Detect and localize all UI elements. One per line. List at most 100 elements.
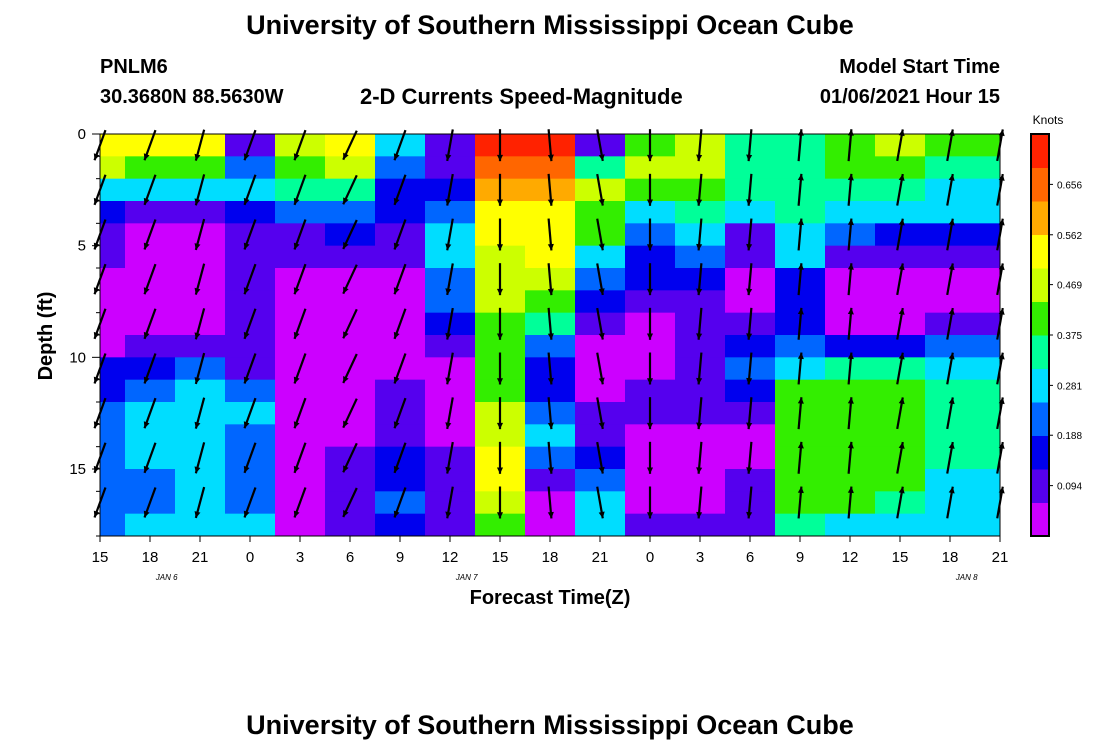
arrow-head <box>598 511 605 519</box>
arrow-head <box>696 377 703 385</box>
heatmap-cell <box>100 223 126 247</box>
current-arrow <box>243 219 257 250</box>
current-arrow <box>243 442 257 474</box>
current-arrow <box>596 173 605 206</box>
arrow-head <box>746 199 753 206</box>
heatmap-cell <box>425 424 476 448</box>
arrow-head <box>496 422 504 430</box>
current-arrow <box>797 352 804 385</box>
current-arrow <box>596 486 605 519</box>
current-arrow <box>646 486 654 519</box>
x-tick-label: 3 <box>296 549 304 566</box>
current-arrow <box>393 129 407 161</box>
colorbar-segment <box>1031 428 1049 436</box>
heatmap-cell <box>375 379 426 403</box>
heatmap-cell <box>925 156 976 180</box>
current-arrow <box>194 486 206 519</box>
heatmap-cell <box>325 513 376 537</box>
arrow-head <box>194 243 201 250</box>
heatmap-cell <box>525 379 576 403</box>
arrow-head <box>646 512 654 519</box>
arrow-head <box>948 308 955 315</box>
colorbar-segment <box>1031 167 1049 175</box>
colorbar-segment <box>1031 522 1049 530</box>
colorbar-segment <box>1031 281 1049 289</box>
heatmap-cell <box>825 245 876 269</box>
arrow-head <box>343 420 349 428</box>
arrow-head <box>746 377 753 385</box>
arrow-head <box>847 307 854 315</box>
heatmap-cell <box>100 290 126 314</box>
current-arrow <box>293 442 307 474</box>
heatmap-cell <box>775 379 826 403</box>
heatmap-cell <box>325 245 376 269</box>
colorbar-segment <box>1031 402 1049 410</box>
current-arrow <box>896 352 905 385</box>
y-tick-label: 15 <box>69 461 86 478</box>
arrow-head <box>343 197 349 205</box>
current-arrow <box>393 353 407 384</box>
colorbar-segment <box>1031 368 1049 376</box>
heatmap-cell <box>875 469 926 492</box>
current-arrow <box>293 263 307 295</box>
colorbar-tick-label: 0.469 <box>1057 281 1082 292</box>
current-arrow <box>194 218 206 251</box>
arrow-head <box>343 286 349 294</box>
heatmap-cell <box>175 201 226 224</box>
arrow-head <box>393 153 400 161</box>
arrow-head <box>948 263 955 271</box>
heatmap-cell <box>275 156 326 180</box>
colorbar-segment <box>1031 355 1049 363</box>
current-arrow <box>946 486 955 519</box>
arrow-head <box>696 199 703 206</box>
heatmap-cell <box>925 469 976 492</box>
heatmap-cell <box>125 290 176 314</box>
colorbar-segment <box>1031 415 1049 423</box>
current-arrow <box>596 307 605 340</box>
heatmap-cell <box>775 245 826 269</box>
arrow-head <box>598 422 605 429</box>
heatmap-cell <box>675 424 726 448</box>
current-arrow <box>143 219 157 250</box>
arrow-head <box>194 332 201 340</box>
heatmap-cell <box>175 379 226 403</box>
heatmap-cell <box>725 245 776 269</box>
colorbar-segment <box>1031 448 1049 457</box>
heatmap-cell <box>525 513 576 537</box>
colorbar-segment <box>1031 435 1049 443</box>
model-start-label: Model Start Time <box>839 56 1000 78</box>
heatmap-cell <box>575 156 626 180</box>
arrow-head <box>797 307 804 315</box>
heatmap-cell <box>625 469 676 492</box>
current-arrow <box>746 173 753 206</box>
arrow-head <box>898 308 905 315</box>
current-arrow <box>596 397 605 430</box>
colorbar-segment <box>1031 375 1049 383</box>
heatmap-cell <box>425 156 476 180</box>
arrow-head <box>293 421 300 429</box>
colorbar-segment <box>1031 469 1049 477</box>
arrow-head <box>445 422 452 429</box>
current-arrow <box>194 308 206 340</box>
arrow-head <box>646 467 654 474</box>
current-arrow <box>342 442 358 473</box>
arrow-head <box>393 376 400 384</box>
current-arrow <box>293 219 307 250</box>
arrow-head <box>496 512 504 519</box>
heatmap-cell <box>475 424 526 448</box>
arrow-head <box>696 333 703 340</box>
date-label: JAN 7 <box>455 573 478 582</box>
arrow-head <box>293 331 300 339</box>
current-arrow <box>496 218 504 251</box>
arrow-head <box>496 244 504 251</box>
heatmap-cell <box>475 245 526 269</box>
heatmap-cell <box>475 201 526 224</box>
current-arrow <box>194 174 206 206</box>
arrow-head <box>343 376 349 384</box>
heatmap-cell <box>625 424 676 448</box>
heatmap-cell <box>775 201 826 224</box>
heatmap-cell <box>575 379 626 403</box>
current-arrow <box>797 173 804 206</box>
heatmap-cell <box>225 379 276 403</box>
current-arrow <box>496 173 504 206</box>
